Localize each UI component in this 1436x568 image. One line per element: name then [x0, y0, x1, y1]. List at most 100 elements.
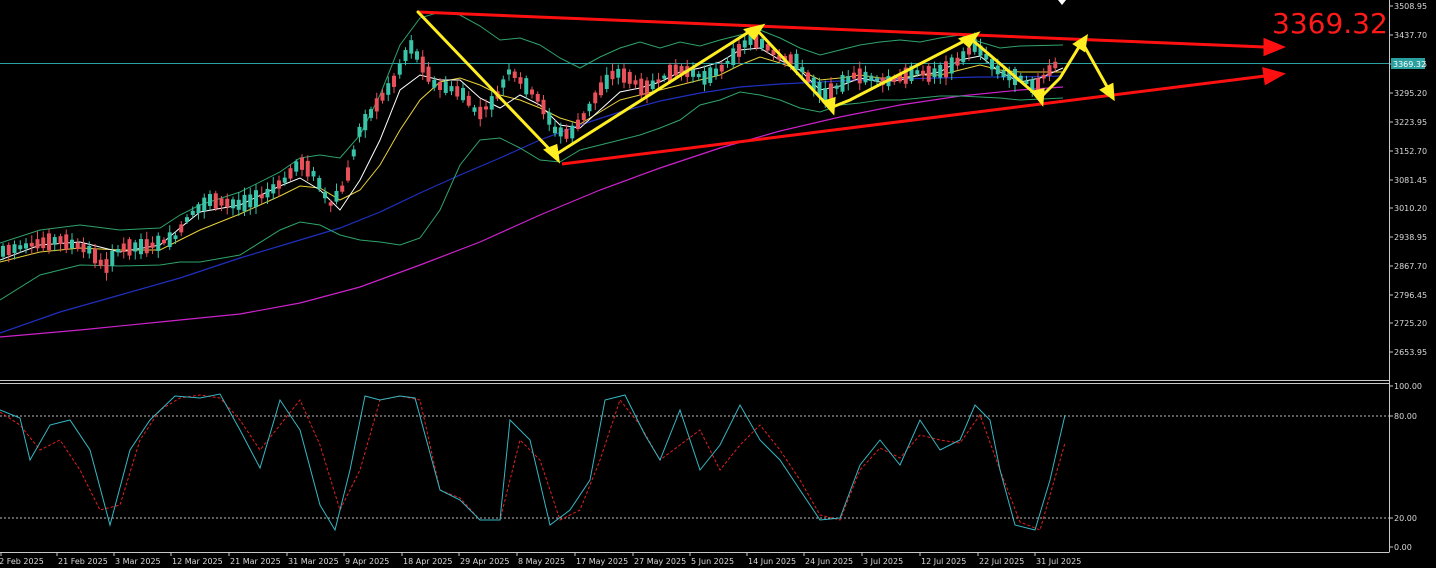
candle-body	[800, 67, 805, 73]
candle-body	[64, 234, 69, 250]
time-tick-label: 12 Feb 2025	[0, 557, 44, 566]
candle-body	[788, 54, 793, 65]
candle-body	[656, 79, 661, 83]
candle-body	[420, 56, 425, 73]
candle	[1053, 57, 1058, 72]
candle-body	[225, 198, 230, 208]
candle-body	[202, 197, 207, 211]
candle-body	[1030, 79, 1035, 93]
candle	[58, 233, 63, 252]
candle-body	[300, 157, 304, 170]
time-tick-label: 3 Mar 2025	[115, 557, 161, 566]
stochastic-main-line	[0, 393, 1066, 532]
candle-body	[633, 80, 638, 85]
candle	[225, 193, 230, 215]
candle-body	[139, 238, 143, 255]
candle	[70, 233, 74, 255]
candle	[75, 238, 80, 252]
candle-body	[294, 161, 299, 172]
candle-body	[478, 106, 483, 120]
candle-body	[167, 232, 172, 247]
stochastic-signal-line	[0, 394, 1066, 531]
candle-body	[24, 243, 28, 249]
candle-body	[466, 95, 471, 106]
candle-body	[288, 168, 293, 179]
candle	[650, 73, 655, 92]
candle	[254, 184, 258, 215]
candle	[662, 73, 667, 82]
candle-body	[231, 199, 235, 209]
candle-body	[346, 167, 350, 181]
candle-body	[610, 70, 615, 80]
candle-body	[593, 92, 598, 104]
candle-body	[47, 233, 51, 251]
candle	[294, 159, 299, 176]
candle	[501, 75, 506, 96]
candle-body	[1, 245, 5, 257]
candle-body	[524, 78, 529, 95]
candle-body	[340, 185, 345, 192]
candle	[24, 237, 28, 254]
candle-body	[397, 63, 402, 75]
candle-body	[98, 259, 103, 267]
candle	[144, 231, 149, 257]
candle-body	[185, 217, 189, 223]
candle	[944, 55, 948, 86]
candle-body	[719, 65, 724, 72]
candle	[478, 99, 483, 127]
candle	[190, 206, 195, 218]
period-marker-icon	[1058, 0, 1066, 5]
candle	[351, 145, 356, 160]
candle-body	[926, 65, 931, 82]
candle-body	[949, 57, 954, 74]
candle	[466, 91, 471, 108]
candle	[564, 124, 569, 143]
candle-body	[765, 44, 770, 51]
candlestick-series	[1, 25, 1058, 281]
candle-body	[403, 50, 408, 61]
candle	[409, 35, 414, 59]
candle	[346, 160, 350, 183]
candle-body	[852, 72, 856, 79]
candle	[415, 48, 419, 63]
candle-body	[760, 39, 764, 49]
candle	[604, 67, 609, 93]
candle	[52, 234, 57, 252]
candle-body	[41, 237, 46, 249]
candle	[150, 236, 155, 254]
price-tick-label: 3437.70	[1394, 31, 1427, 40]
candle	[179, 221, 184, 237]
candle	[639, 72, 644, 99]
candle	[93, 243, 97, 269]
time-tick-label: 22 Jul 2025	[979, 557, 1024, 566]
candle-body	[840, 74, 845, 92]
upper-trendline	[417, 10, 1266, 49]
candle-body	[81, 243, 86, 253]
candle	[489, 90, 494, 118]
candle-body	[12, 244, 17, 253]
zigzag-arrow-5	[1030, 88, 1045, 107]
candle	[311, 166, 316, 181]
candle-body	[564, 128, 569, 139]
candle-body	[558, 127, 563, 137]
candle	[518, 72, 523, 89]
zigzag-arrow-1	[543, 143, 561, 164]
candle	[403, 47, 408, 66]
candle	[282, 171, 287, 186]
candle	[714, 61, 718, 80]
candle	[380, 88, 385, 104]
candle	[213, 190, 218, 212]
candle-body	[484, 106, 488, 110]
candle	[857, 61, 862, 91]
candle-body	[903, 67, 908, 84]
candle-body	[512, 71, 517, 78]
candle	[708, 64, 713, 87]
candle-body	[93, 248, 97, 264]
candle-body	[662, 75, 667, 79]
candle	[271, 176, 276, 200]
candle	[484, 99, 488, 118]
stochastic-levels	[0, 415, 1389, 519]
candle	[576, 113, 580, 132]
candle-body	[323, 191, 327, 199]
